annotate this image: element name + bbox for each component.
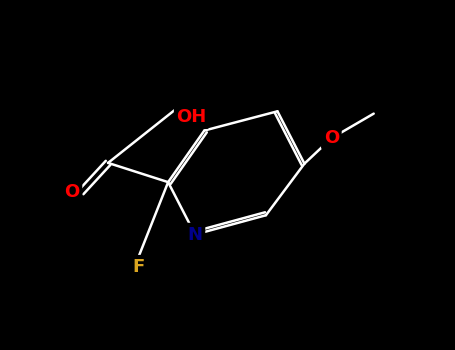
Text: O: O — [64, 183, 80, 201]
Text: OH: OH — [177, 108, 207, 126]
Text: F: F — [133, 258, 145, 275]
Text: N: N — [187, 225, 202, 244]
Text: O: O — [324, 129, 339, 147]
